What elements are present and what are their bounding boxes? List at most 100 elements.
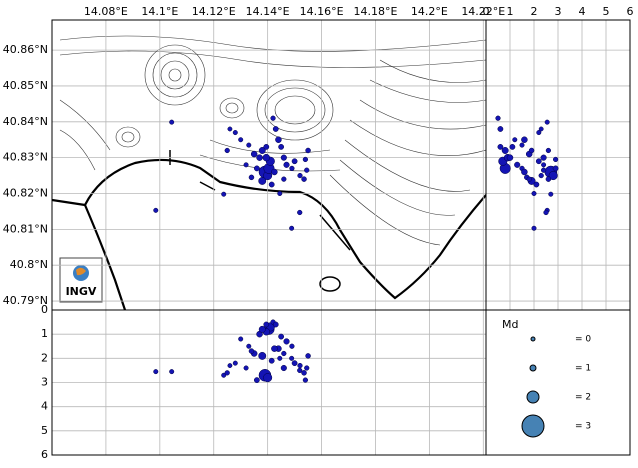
event-map: [272, 126, 279, 132]
event-lat-depth: [535, 158, 542, 165]
event-lon-depth: [253, 377, 260, 383]
event-lon-depth: [238, 336, 244, 342]
depth-tick-label: 1: [507, 5, 514, 18]
x-tick-label: 14.22°E: [461, 5, 505, 18]
event-lon-depth: [258, 325, 266, 333]
event-lat-depth: [543, 209, 549, 216]
event-lon-depth: [297, 367, 303, 374]
y-tick-label: 40.82°N: [3, 186, 48, 199]
event-lat-depth: [509, 144, 516, 150]
y-tick-label: 40.83°N: [3, 151, 48, 164]
event-lat-depth: [538, 172, 544, 179]
event-map: [277, 190, 283, 196]
depth-tick-label: 5: [603, 5, 610, 18]
x-tick-label: 14.1°E: [141, 5, 178, 18]
event-lat-depth: [519, 142, 525, 148]
event-map: [297, 209, 303, 216]
legend-label: = 1: [575, 364, 591, 374]
depth-tick-label: 2: [41, 351, 48, 364]
depth-tick-label: 4: [579, 5, 586, 18]
depth-tick-label: 2: [531, 5, 538, 18]
event-map: [289, 165, 295, 172]
event-lat-depth: [545, 147, 552, 154]
legend-marker: [529, 364, 537, 372]
depth-tick-label: 0: [483, 5, 490, 18]
y-tick-label: 40.8°N: [10, 258, 48, 271]
event-map: [258, 177, 267, 185]
event-map: [227, 126, 233, 132]
depth-tick-label: 3: [555, 5, 562, 18]
event-lat-depth: [506, 154, 514, 161]
event-lon-depth: [291, 360, 298, 367]
legend-label: = 0: [575, 335, 591, 345]
event-lon-depth: [289, 343, 295, 349]
depth-tick-label: 5: [41, 424, 48, 437]
event-lon-depth: [272, 321, 279, 328]
event-lon-depth: [302, 377, 309, 383]
event-lat-depth: [495, 115, 501, 121]
event-map: [258, 147, 266, 154]
event-lat-depth: [497, 126, 504, 132]
event-map: [271, 168, 278, 176]
event-map: [283, 161, 290, 168]
event-lat-depth: [536, 130, 542, 136]
x-tick-label: 14.16°E: [300, 5, 344, 18]
x-tick-label: 14.08°E: [84, 5, 128, 18]
y-tick-label: 40.85°N: [3, 79, 48, 92]
event-map: [253, 165, 260, 172]
depth-tick-label: 1: [41, 327, 48, 340]
event-map: [270, 115, 276, 121]
event-lon-depth: [248, 348, 255, 354]
event-lat-depth: [544, 119, 550, 125]
event-map: [169, 119, 175, 125]
event-map: [243, 162, 249, 168]
event-lat-depth: [521, 168, 528, 176]
y-tick-label: 40.86°N: [3, 43, 48, 56]
event-map: [305, 147, 311, 154]
event-lon-depth: [232, 360, 238, 366]
event-map: [153, 207, 159, 213]
event-lon-depth: [246, 343, 252, 349]
event-lat-depth: [528, 147, 535, 154]
event-lat-depth: [521, 136, 528, 143]
event-lat-depth: [548, 191, 554, 197]
event-lon-depth: [304, 365, 310, 371]
event-map: [297, 172, 303, 179]
x-tick-label: 14.2°E: [411, 5, 448, 18]
event-map: [301, 176, 307, 182]
logo: INGV: [59, 257, 103, 303]
event-lat-depth: [533, 181, 540, 188]
event-map: [280, 154, 287, 161]
event-lat-depth: [548, 171, 558, 181]
event-lon-depth: [280, 364, 287, 372]
event-map: [232, 130, 238, 136]
event-lat-depth: [501, 147, 509, 154]
legend-marker: [521, 414, 545, 438]
depth-tick-label: 0: [41, 303, 48, 316]
event-map: [302, 156, 309, 163]
event-lat-depth: [526, 176, 532, 182]
legend-label: = 3: [575, 422, 591, 432]
event-lat-depth: [531, 190, 537, 196]
legend-marker: [530, 336, 536, 342]
event-lon-depth: [277, 355, 283, 361]
event-map: [262, 153, 270, 162]
depth-tick-label: 6: [41, 448, 48, 461]
depth-tick-label: 6: [627, 5, 634, 18]
event-lat-depth: [538, 126, 544, 132]
event-lat-depth: [540, 167, 547, 173]
event-map: [304, 167, 310, 173]
event-lat-depth: [497, 144, 504, 150]
event-lon-depth: [227, 363, 233, 368]
depth-tick-label: 3: [41, 376, 48, 389]
event-lon-depth: [289, 355, 295, 361]
event-map: [281, 176, 287, 182]
frames: [51, 19, 631, 456]
basemap: [52, 35, 486, 310]
event-map: [268, 181, 275, 188]
event-map: [263, 144, 270, 150]
legend-label: = 2: [575, 393, 591, 403]
event-lat-depth: [552, 165, 559, 172]
event-lon-depth: [153, 369, 159, 375]
